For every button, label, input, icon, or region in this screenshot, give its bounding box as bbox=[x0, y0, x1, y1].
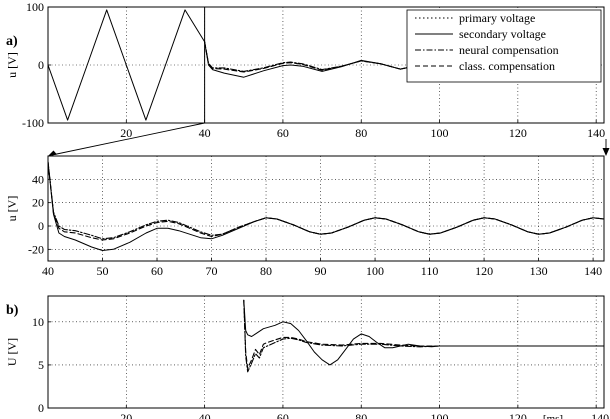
y-tick-label: 0 bbox=[38, 58, 44, 72]
x-tick-label: 100 bbox=[431, 411, 449, 419]
x-tick-label: 90 bbox=[315, 264, 327, 278]
x-tick-label: 80 bbox=[260, 264, 272, 278]
y-tick-label: 40 bbox=[32, 172, 44, 186]
y-tick-label: 0 bbox=[38, 401, 44, 415]
x-tick-label: 100 bbox=[366, 264, 384, 278]
panel-label: b) bbox=[6, 303, 19, 318]
x-tick-label: 80 bbox=[355, 411, 367, 419]
x-tick-label: 60 bbox=[151, 264, 163, 278]
x-tick-label: 110 bbox=[421, 264, 439, 278]
series-line-neural-compensation bbox=[48, 161, 604, 240]
x-tick-label: 70 bbox=[206, 264, 218, 278]
legend-entry: primary voltage bbox=[459, 11, 535, 25]
x-tick-label: 60 bbox=[277, 411, 289, 419]
series-line-neural-compensation bbox=[204, 41, 597, 72]
y-tick-label: 0 bbox=[38, 219, 44, 233]
series-line-secondary-voltage bbox=[48, 161, 604, 251]
y-tick-label: 100 bbox=[26, 0, 44, 14]
y-axis-label: u [V] bbox=[5, 52, 19, 78]
panel-1 bbox=[47, 6, 605, 124]
series-line-neural-compensation bbox=[243, 299, 604, 373]
x-tick-label: 140 bbox=[587, 126, 605, 140]
legend-entry: secondary voltage bbox=[459, 27, 546, 41]
x-tick-label: 60 bbox=[277, 126, 289, 140]
x-unit-label: [ms] bbox=[543, 413, 563, 419]
x-tick-label: 20 bbox=[120, 411, 132, 419]
legend-entry: neural compensation bbox=[459, 43, 559, 57]
x-tick-label: 120 bbox=[509, 126, 527, 140]
series-line-class-compensation bbox=[243, 299, 604, 369]
y-tick-label: 5 bbox=[38, 358, 44, 372]
zoom-arrow-head-right bbox=[602, 148, 610, 156]
panel-3 bbox=[47, 295, 605, 409]
x-tick-label: 20 bbox=[120, 126, 132, 140]
x-tick-label: 140 bbox=[591, 411, 609, 419]
legend-box bbox=[406, 9, 602, 83]
zoom-arrow-head-left bbox=[48, 150, 57, 156]
plot-frame bbox=[47, 295, 605, 409]
x-tick-label: 120 bbox=[509, 411, 527, 419]
panel-label: a) bbox=[6, 34, 18, 49]
y-tick-label: -100 bbox=[22, 116, 44, 130]
x-tick-label: 50 bbox=[97, 264, 109, 278]
zoom-connector-line bbox=[51, 122, 205, 156]
x-tick-label: 80 bbox=[355, 126, 367, 140]
x-tick-label: 130 bbox=[530, 264, 548, 278]
x-tick-label: 40 bbox=[199, 126, 211, 140]
y-axis-label: u [V] bbox=[5, 196, 19, 222]
panel-2 bbox=[47, 155, 605, 262]
legend-entry: class. compensation bbox=[459, 59, 555, 73]
y-tick-label: 10 bbox=[32, 315, 44, 329]
x-tick-label: 140 bbox=[584, 264, 602, 278]
x-tick-label: 40 bbox=[42, 264, 54, 278]
x-tick-label: 120 bbox=[475, 264, 493, 278]
y-tick-label: -20 bbox=[28, 242, 44, 256]
x-tick-label: 100 bbox=[431, 126, 449, 140]
x-tick-label: 40 bbox=[199, 411, 211, 419]
y-tick-label: 20 bbox=[32, 196, 44, 210]
plot-frame bbox=[47, 155, 605, 262]
series-line-class-compensation bbox=[48, 161, 604, 241]
y-axis-label: U [V] bbox=[5, 338, 19, 366]
series-line-secondary-voltage bbox=[243, 300, 604, 366]
